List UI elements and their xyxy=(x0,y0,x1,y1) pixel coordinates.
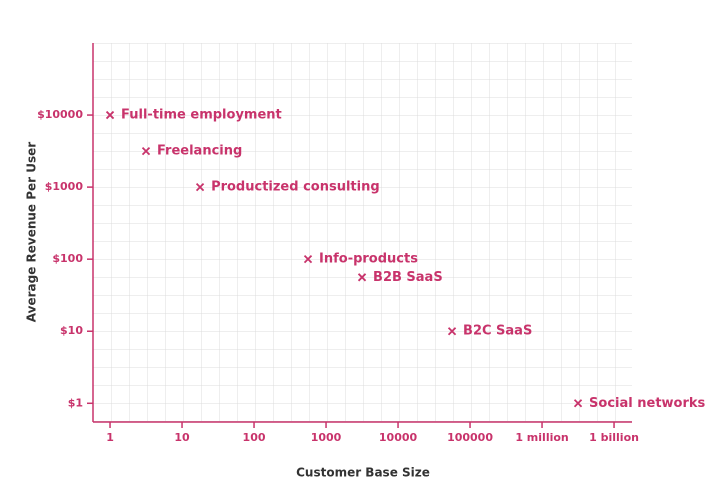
point-label: Social networks xyxy=(589,396,705,411)
y-tick-label: $10000 xyxy=(37,108,83,121)
point-label: Info-products xyxy=(319,252,418,267)
point-label: Full-time employment xyxy=(121,108,282,123)
point xyxy=(195,182,205,192)
x-tick-label: 10 xyxy=(174,431,190,444)
y-axis-title: Average Revenue Per User xyxy=(25,142,39,323)
point-label: Productized consulting xyxy=(211,180,380,195)
x-tick-label: 10000 xyxy=(379,431,418,444)
point xyxy=(105,110,115,120)
x-tick-label: 1 xyxy=(106,431,114,444)
point-label: B2B SaaS xyxy=(373,270,443,285)
point xyxy=(141,146,151,156)
point-label: Freelancing xyxy=(157,144,242,159)
x-tick-label: 1000 xyxy=(311,431,342,444)
y-tick-label: $100 xyxy=(52,252,83,265)
x-tick-label: 100 xyxy=(243,431,266,444)
point xyxy=(573,399,583,408)
point xyxy=(447,327,457,336)
x-tick-label: 100000 xyxy=(447,431,493,444)
point-label: B2C SaaS xyxy=(463,324,532,339)
y-tick-label: $1000 xyxy=(45,180,84,193)
x-axis-title: Customer Base Size xyxy=(296,466,430,480)
y-tick-label: $1 xyxy=(68,396,83,409)
grid xyxy=(93,43,632,422)
x-tick-label: 1 million xyxy=(515,431,568,444)
y-tick-label: $10 xyxy=(60,324,83,337)
x-tick-label: 1 billion xyxy=(589,431,639,444)
point xyxy=(357,273,367,282)
point xyxy=(303,255,313,264)
